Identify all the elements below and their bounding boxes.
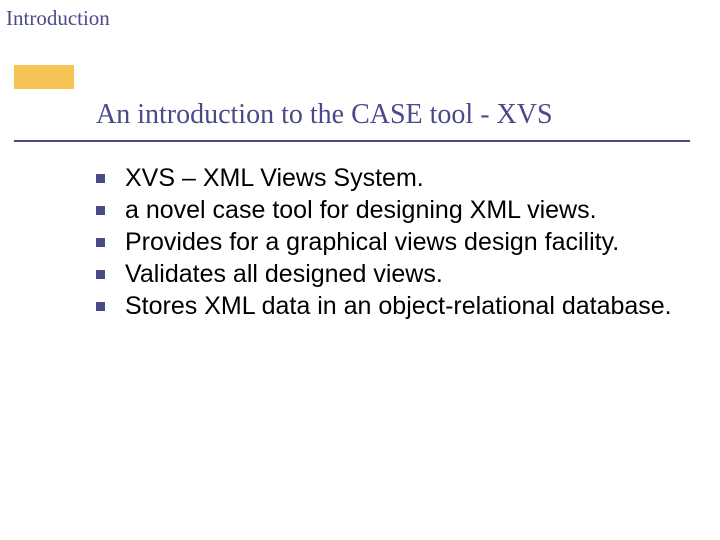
bullet-text: XVS – XML Views System. [125,162,424,194]
bullet-square-icon [96,302,105,311]
title-underline [14,140,690,142]
list-item: Provides for a graphical views design fa… [96,226,680,258]
bullet-square-icon [96,270,105,279]
section-header: Introduction [6,6,110,31]
list-item: Validates all designed views. [96,258,680,290]
bullet-square-icon [96,238,105,247]
bullet-text: Validates all designed views. [125,258,443,290]
list-item: a novel case tool for designing XML view… [96,194,680,226]
bullet-square-icon [96,206,105,215]
slide: Introduction An introduction to the CASE… [0,0,720,540]
bullet-list: XVS – XML Views System. a novel case too… [96,162,680,322]
slide-title: An introduction to the CASE tool - XVS [96,99,553,131]
bullet-text: Provides for a graphical views design fa… [125,226,619,258]
bullet-square-icon [96,174,105,183]
list-item: Stores XML data in an object-relational … [96,290,680,322]
list-item: XVS – XML Views System. [96,162,680,194]
bullet-text: Stores XML data in an object-relational … [125,290,672,322]
accent-block [14,65,74,89]
bullet-text: a novel case tool for designing XML view… [125,194,597,226]
